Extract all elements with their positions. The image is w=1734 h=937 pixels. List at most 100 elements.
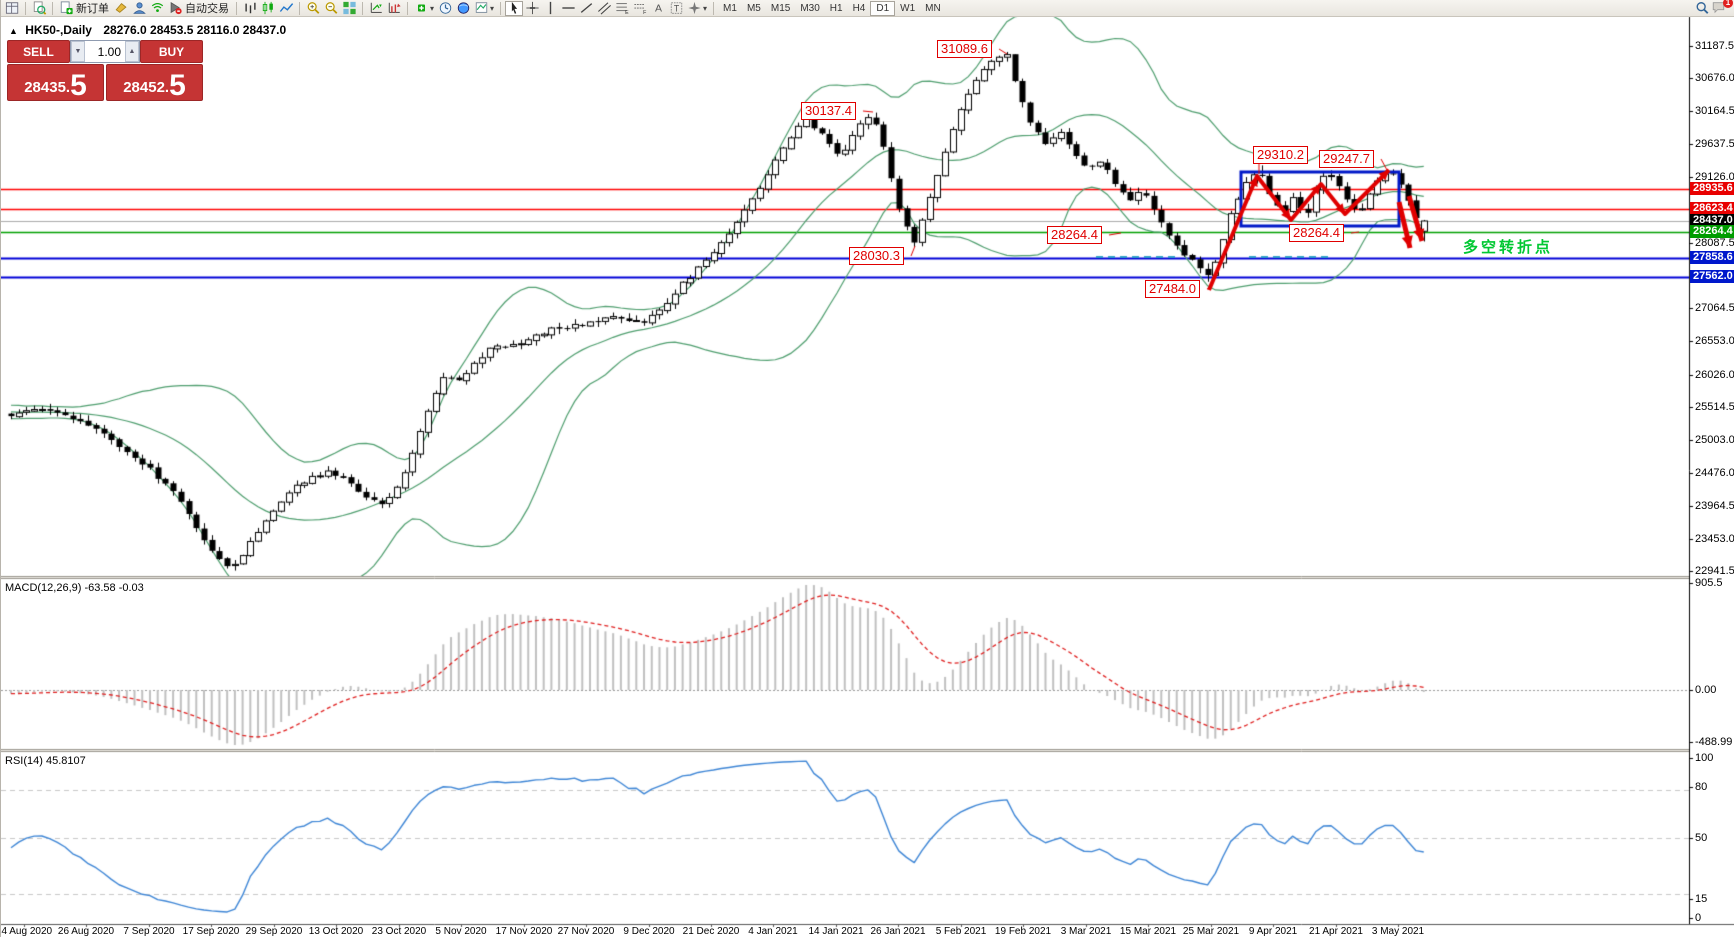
svg-text:F: F — [643, 10, 646, 15]
search-icon[interactable] — [1693, 1, 1711, 16]
clock-icon[interactable] — [436, 1, 454, 16]
preview-icon[interactable] — [30, 1, 48, 16]
dropdown-caret-icon[interactable]: ▾ — [703, 3, 708, 13]
price-tick: 25514.5 — [1695, 401, 1734, 413]
text-icon[interactable]: A — [649, 1, 667, 16]
candle-chart-icon[interactable] — [259, 1, 277, 16]
notification-badge: 1 — [1723, 0, 1733, 8]
timeframe-H4-button[interactable]: H4 — [852, 2, 866, 14]
profile-icon[interactable] — [130, 1, 148, 16]
toolbar-separator — [362, 1, 363, 15]
price-line-badge: 27858.6 — [1690, 251, 1734, 264]
price-line-badge: 28437.0 — [1690, 214, 1734, 227]
signal-icon[interactable] — [148, 1, 166, 16]
chat-icon[interactable]: 1 — [1711, 0, 1733, 16]
date-tick: 5 Nov 2020 — [435, 926, 487, 937]
price-tick: 31187.5 — [1695, 40, 1734, 52]
auto-trading-icon[interactable] — [166, 1, 184, 16]
svg-text:E: E — [625, 10, 629, 15]
top-toolbar: 新订单 自动交易 ▾ ▾ E F A T ▾ M1 M5 M15 M30 H1 H4 D1 W1 MN 1 — [1, 0, 1734, 17]
trendline-icon[interactable] — [577, 1, 595, 16]
timeframe-H1-button[interactable]: H1 — [829, 2, 843, 14]
price-annotation[interactable]: 31089.6 — [937, 40, 992, 58]
report-chart-icon[interactable] — [385, 1, 403, 16]
add-indicator-icon[interactable] — [412, 1, 430, 16]
template-icon[interactable] — [472, 1, 490, 16]
fibonacci-icon[interactable]: E — [613, 1, 631, 16]
buy-price[interactable]: 28452. 5 — [106, 64, 203, 101]
date-tick: 21 Apr 2021 — [1309, 926, 1363, 937]
price-tick: 30676.0 — [1695, 72, 1734, 84]
horizontal-line-icon[interactable] — [559, 1, 577, 16]
period-icon[interactable] — [454, 1, 472, 16]
text-label-icon[interactable]: T — [667, 1, 685, 16]
collapse-arrow-icon[interactable]: ▲ — [9, 26, 18, 36]
timeframe-M15-button[interactable]: M15 — [770, 2, 791, 14]
price-annotation[interactable]: 28030.3 — [849, 247, 904, 265]
toolbar-separator — [407, 1, 408, 15]
date-tick: 3 May 2021 — [1371, 926, 1425, 937]
date-tick: 26 Aug 2020 — [57, 926, 115, 937]
date-tick: 9 Apr 2021 — [1248, 926, 1298, 937]
price-annotation[interactable]: 29310.2 — [1253, 146, 1308, 164]
price-annotation[interactable]: 28264.4 — [1289, 224, 1344, 242]
timeframe-MN-button[interactable]: MN — [925, 2, 941, 14]
vertical-line-icon[interactable] — [541, 1, 559, 16]
bar-chart-icon[interactable] — [241, 1, 259, 16]
toolbar-separator — [500, 1, 502, 15]
price-annotation[interactable]: 30137.4 — [801, 102, 856, 120]
channel-icon[interactable] — [595, 1, 613, 16]
price-line-badge: 28264.4 — [1690, 225, 1734, 238]
timeframe-D1-button[interactable]: D1 — [870, 0, 896, 16]
auto-trading-label[interactable]: 自动交易 — [185, 3, 229, 15]
price-annotation[interactable]: 27484.0 — [1145, 280, 1200, 298]
styles-icon[interactable] — [112, 1, 130, 16]
shapes-icon[interactable] — [685, 1, 703, 16]
tile-windows-icon[interactable] — [340, 1, 358, 16]
timeframe-W1-button[interactable]: W1 — [900, 2, 916, 14]
crosshair-icon[interactable] — [523, 1, 541, 16]
line-chart-icon[interactable] — [277, 1, 295, 16]
price-annotation[interactable]: 29247.7 — [1319, 150, 1374, 168]
price-tick: 24476.0 — [1695, 467, 1734, 479]
price-tick: 23453.0 — [1695, 533, 1734, 545]
profit-chart-icon[interactable] — [367, 1, 385, 16]
quote-line: ▲ HK50-,Daily 28276.0 28453.5 28116.0 28… — [9, 23, 286, 37]
new-order-label[interactable]: 新订单 — [76, 3, 109, 15]
date-tick: 19 Feb 2021 — [994, 926, 1052, 937]
market-watch-icon[interactable] — [3, 1, 21, 16]
date-tick: 13 Oct 2020 — [308, 926, 364, 937]
trend-turning-point-note[interactable]: 多空转折点 — [1463, 239, 1554, 256]
price-tick: 23964.5 — [1695, 500, 1734, 512]
timeframe-M30-button[interactable]: M30 — [800, 2, 820, 14]
toolbar-separator — [52, 1, 53, 15]
volume-up-button[interactable]: ▲ — [125, 41, 139, 62]
zoom-in-icon[interactable] — [304, 1, 322, 16]
price-tick: 26026.0 — [1695, 369, 1734, 381]
macd-axis-tick: -488.99 — [1695, 736, 1733, 748]
dropdown-caret-icon[interactable]: ▾ — [490, 3, 495, 13]
date-tick: 17 Nov 2020 — [495, 926, 553, 937]
timeframe-M5-button[interactable]: M5 — [746, 2, 761, 14]
quote-symbol: HK50-,Daily — [25, 23, 92, 37]
toolbar-right: 1 — [1693, 0, 1734, 16]
buy-button[interactable]: BUY — [140, 40, 203, 63]
date-tick: 3 Mar 2021 — [1060, 926, 1112, 937]
rsi-axis-tick: 15 — [1695, 893, 1708, 905]
date-tick: 14 Aug 2020 — [0, 926, 53, 937]
volume-value[interactable]: 1.00 — [97, 44, 121, 59]
cursor-icon[interactable] — [505, 0, 524, 16]
macd-label: MACD(12,26,9) -63.58 -0.03 — [5, 582, 144, 594]
price-annotation[interactable]: 28264.4 — [1047, 226, 1102, 244]
new-order-icon[interactable] — [57, 1, 75, 16]
fibo-expansion-icon[interactable]: F — [631, 1, 649, 16]
timeframe-M1-button[interactable]: M1 — [723, 2, 737, 14]
date-tick: 29 Sep 2020 — [245, 926, 303, 937]
volume-down-button[interactable]: ▼ — [71, 41, 85, 62]
dropdown-caret-icon[interactable]: ▾ — [430, 3, 435, 13]
zoom-out-icon[interactable] — [322, 1, 340, 16]
sell-price[interactable]: 28435. 5 — [7, 64, 104, 101]
sell-button[interactable]: SELL — [7, 40, 70, 63]
